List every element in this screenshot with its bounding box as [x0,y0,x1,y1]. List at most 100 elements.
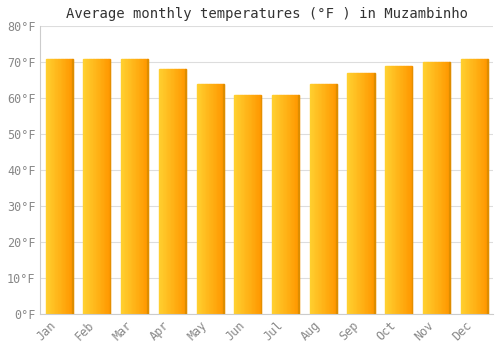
Bar [46,59,47,314]
Bar [472,59,473,314]
Bar [222,84,224,314]
Bar [253,94,254,314]
Bar [312,84,314,314]
Bar [60,59,62,314]
Bar [410,66,411,314]
Bar [210,84,212,314]
Bar [93,59,94,314]
Bar [206,84,208,314]
Bar [176,69,178,314]
Bar [168,69,170,314]
Bar [442,62,444,314]
Bar [328,84,330,314]
Bar [390,66,392,314]
Bar [460,59,462,314]
Bar [291,94,292,314]
Bar [426,62,427,314]
Bar [140,59,141,314]
Bar [326,84,328,314]
Bar [411,66,412,314]
Bar [477,59,478,314]
Bar [283,94,284,314]
Bar [406,66,407,314]
Bar [334,84,336,314]
Bar [218,84,220,314]
Bar [108,59,109,314]
Bar [439,62,440,314]
Bar [278,94,279,314]
Bar [245,94,246,314]
Bar [62,59,63,314]
Bar [272,94,274,314]
Bar [175,69,176,314]
Bar [276,94,278,314]
Bar [147,59,148,314]
Bar [428,62,430,314]
Bar [58,59,59,314]
Bar [63,59,64,314]
Bar [249,94,250,314]
Bar [444,62,446,314]
Bar [100,59,101,314]
Bar [476,59,477,314]
Bar [292,94,294,314]
Bar [68,59,70,314]
Bar [48,59,50,314]
Bar [478,59,480,314]
Bar [280,94,281,314]
Bar [221,84,222,314]
Bar [369,73,370,314]
Bar [440,62,442,314]
Bar [122,59,124,314]
Bar [398,66,400,314]
Bar [183,69,184,314]
Bar [333,84,334,314]
Bar [314,84,315,314]
Bar [202,84,203,314]
Bar [92,59,93,314]
Bar [50,59,51,314]
Bar [242,94,244,314]
Bar [64,59,66,314]
Bar [336,84,337,314]
Bar [408,66,410,314]
Bar [56,59,58,314]
Bar [279,94,280,314]
Bar [90,59,92,314]
Bar [184,69,186,314]
Bar [126,59,128,314]
Bar [298,94,299,314]
Bar [134,59,136,314]
Bar [286,94,287,314]
Bar [234,94,235,314]
Bar [86,59,88,314]
Bar [121,59,122,314]
Bar [238,94,240,314]
Bar [295,94,296,314]
Bar [167,69,168,314]
Bar [216,84,217,314]
Bar [468,59,469,314]
Bar [438,62,439,314]
Bar [101,59,102,314]
Bar [174,69,175,314]
Bar [84,59,86,314]
Bar [256,94,258,314]
Bar [59,59,60,314]
Bar [220,84,221,314]
Bar [258,94,260,314]
Bar [310,84,311,314]
Bar [392,66,394,314]
Bar [97,59,98,314]
Bar [311,84,312,314]
Bar [436,62,438,314]
Bar [241,94,242,314]
Bar [287,94,288,314]
Bar [282,94,283,314]
Bar [446,62,448,314]
Bar [136,59,138,314]
Bar [196,84,198,314]
Bar [179,69,180,314]
Bar [462,59,464,314]
Bar [407,66,408,314]
